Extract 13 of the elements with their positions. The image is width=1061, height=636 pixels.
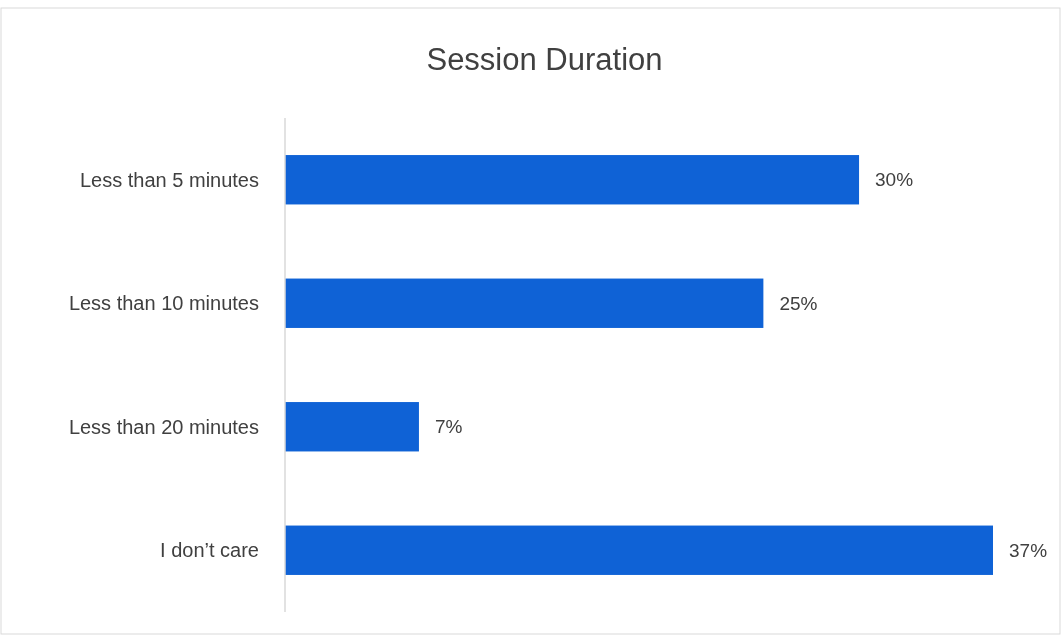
bar xyxy=(285,402,419,452)
y-tick-label: Less than 20 minutes xyxy=(68,415,259,438)
bar xyxy=(285,155,860,205)
y-tick-label: Less than 10 minutes xyxy=(68,292,259,315)
chart-title: Session Duration xyxy=(426,42,663,77)
data-label: 30% xyxy=(875,169,914,191)
data-label: 25% xyxy=(779,292,818,314)
bar xyxy=(285,525,993,575)
y-tick-label: Less than 5 minutes xyxy=(80,168,259,191)
data-label: 7% xyxy=(434,416,463,438)
bar xyxy=(285,278,764,328)
data-label: 37% xyxy=(1009,539,1048,561)
y-tick-label: I don’t care xyxy=(160,539,259,562)
